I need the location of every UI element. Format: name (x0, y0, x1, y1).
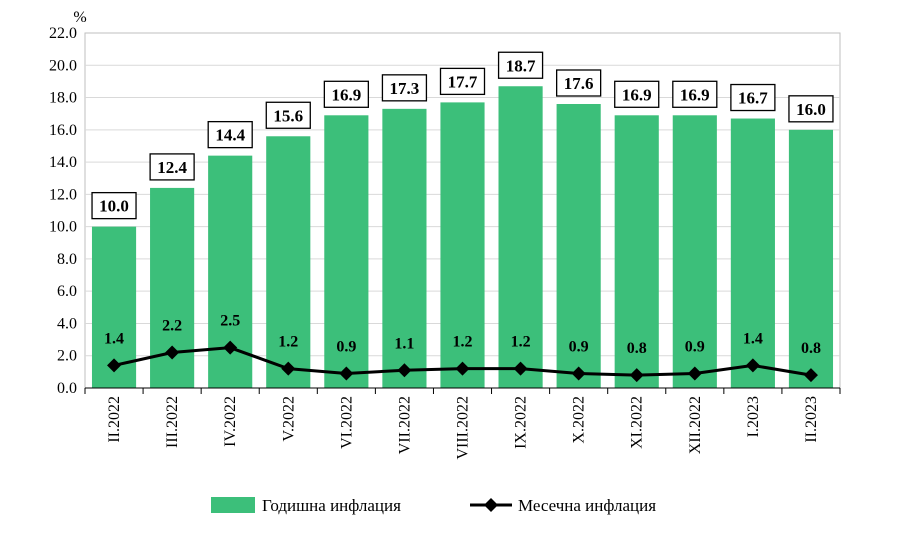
bar-value-label: 16.9 (331, 85, 361, 104)
line-point (223, 340, 238, 355)
bar-value-box (730, 83, 776, 112)
line-value-label: 2.2 (162, 318, 182, 335)
bar-value-label: 16.9 (622, 85, 652, 104)
bar (556, 104, 601, 388)
bar-value-box (672, 80, 718, 108)
bar-value-box (788, 95, 834, 123)
bar (614, 115, 659, 388)
bar-series: 10.0 12.4 14.4 15.6 16.9 17.3 17.7 18.7 17.6 16.9… (91, 51, 834, 389)
bar (266, 136, 311, 388)
bar-value-label: 16.9 (680, 85, 710, 104)
line-value-label: 0.9 (336, 338, 356, 355)
x-tick-label: VII.2022 (396, 396, 413, 454)
line-value-label: 0.8 (801, 340, 821, 357)
bar-value-label: 16.7 (738, 89, 768, 108)
x-tick-label: IV.2022 (222, 396, 239, 447)
line-value-label: 1.2 (278, 334, 298, 351)
bar-value-box (439, 67, 486, 96)
bar (788, 129, 834, 388)
bar (440, 102, 485, 389)
y-tick-label: 10.0 (49, 219, 77, 236)
y-unit-label: % (73, 9, 86, 26)
line-value-label: 1.4 (104, 330, 124, 347)
line-value-label: 1.1 (394, 335, 414, 352)
line-point (339, 366, 354, 381)
bar-value-box (381, 74, 428, 102)
line-point (629, 368, 644, 383)
x-tick-label: VIII.2022 (455, 396, 472, 460)
line-value-label: 0.9 (685, 338, 705, 355)
x-axis: II.2022 III.2022 IV.2022 V.2022 VI.2022 VII.2… (84, 387, 841, 460)
bar-value-box (323, 80, 369, 108)
y-tick-label: 8.0 (57, 251, 77, 268)
y-tick-label: 20.0 (49, 57, 77, 74)
x-tick-label: I.2023 (745, 396, 762, 437)
y-axis: 0.0 2.0 4.0 6.0 8.0 10.0 12.0 14.0 16.0 18.0 20.0 2… (49, 25, 77, 397)
bar-value-label: 18.7 (506, 56, 536, 75)
line-point (107, 358, 122, 373)
x-tick-label: IX.2022 (513, 396, 530, 449)
y-tick-label: 16.0 (49, 122, 77, 139)
line-point (803, 368, 818, 383)
legend: Годишна инфлация Месечна инфлация (211, 496, 656, 515)
x-tick-label: X.2022 (571, 396, 588, 444)
line-value-label: 1.2 (511, 334, 531, 351)
bar-value-label: 16.0 (796, 100, 826, 119)
y-tick-label: 22.0 (49, 25, 77, 42)
bar-value-label: 15.6 (273, 106, 303, 125)
y-tick-label: 12.0 (49, 186, 77, 203)
line-value-label: 1.4 (743, 330, 763, 347)
bar (730, 118, 775, 388)
line-point (513, 361, 528, 376)
x-tick-label: XI.2022 (629, 396, 646, 449)
y-tick-label: 0.0 (57, 380, 77, 397)
bar-value-label: 12.4 (157, 158, 187, 177)
y-tick-label: 2.0 (57, 348, 77, 365)
x-tick-label: II.2023 (803, 396, 820, 443)
line-point (571, 366, 586, 381)
y-tick-label: 6.0 (57, 283, 77, 300)
line-point (687, 366, 702, 381)
bar-value-label: 17.7 (448, 72, 478, 91)
bar (382, 108, 427, 388)
line-point (281, 361, 296, 376)
x-tick-label: V.2022 (280, 396, 297, 442)
bar-value-box (265, 101, 311, 129)
bar-value-label: 17.6 (564, 74, 594, 93)
bar-value-box (556, 69, 602, 97)
line-value-label: 0.9 (569, 338, 589, 355)
legend-label-line: Месечна инфлация (518, 496, 656, 515)
line-value-label: 2.5 (220, 313, 240, 330)
line-value-label: 0.8 (627, 340, 647, 357)
legend-marker (484, 498, 498, 512)
x-tick-label: VI.2022 (338, 396, 355, 449)
line-point (165, 345, 180, 360)
line-point (745, 358, 760, 373)
bar-value-label: 10.0 (99, 197, 129, 216)
bar-value-label: 14.4 (215, 126, 245, 145)
bar-value-box (614, 80, 660, 108)
bar-value-label: 17.3 (390, 79, 420, 98)
bar (498, 86, 543, 388)
line-point (397, 363, 412, 378)
bar-value-box (497, 51, 544, 79)
bar-value-box (91, 191, 137, 220)
y-tick-label: 14.0 (49, 154, 77, 171)
x-tick-label: XII.2022 (687, 396, 704, 454)
x-tick-label: III.2022 (164, 396, 181, 448)
y-tick-label: 4.0 (57, 315, 77, 332)
y-tick-label: 18.0 (49, 90, 77, 107)
bar-value-box (207, 120, 253, 149)
legend-swatch-bar (211, 497, 255, 513)
legend-label-bar: Годишна инфлация (262, 496, 401, 515)
line-series: 1.4 2.2 2.5 1.2 0.9 1.1 1.2 1.2 0.9 0.8 0.9 1.4 0.8 (104, 313, 821, 383)
x-tick-label: II.2022 (106, 396, 123, 443)
bar (672, 115, 717, 388)
line-point (455, 361, 470, 376)
bar-value-box (149, 153, 195, 181)
line-value-label: 1.2 (453, 334, 473, 351)
bar (324, 115, 369, 388)
